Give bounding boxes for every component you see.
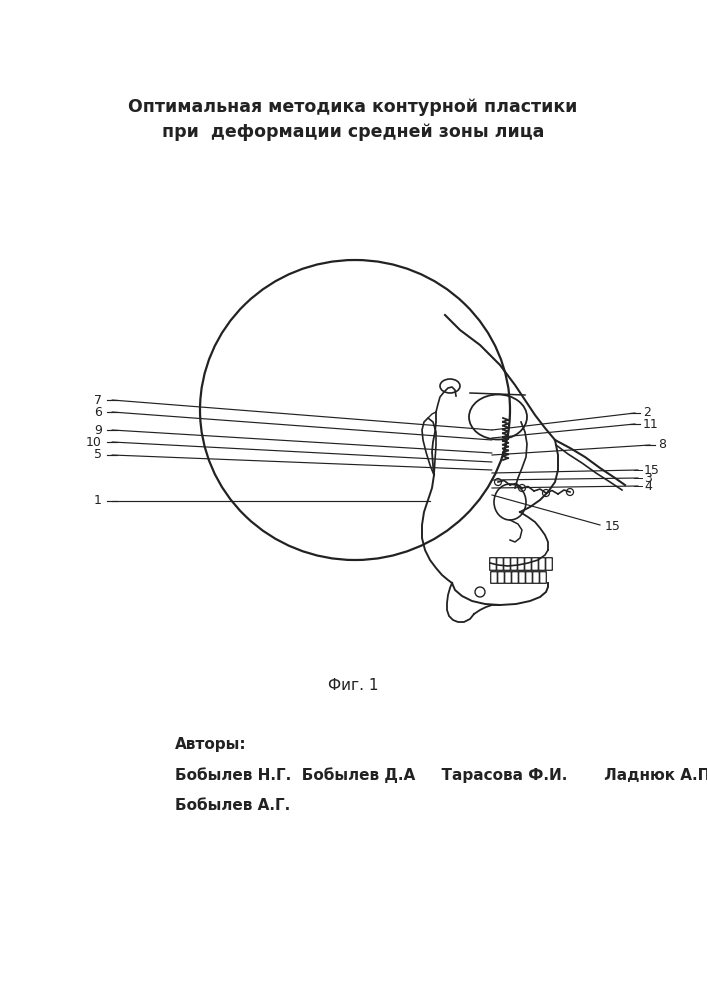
Text: 1: 1 [94, 494, 102, 508]
FancyBboxPatch shape [532, 572, 539, 583]
FancyBboxPatch shape [512, 572, 518, 583]
FancyBboxPatch shape [539, 572, 547, 583]
Text: 11: 11 [643, 418, 659, 430]
Text: 2: 2 [643, 406, 651, 420]
FancyBboxPatch shape [491, 572, 497, 583]
FancyBboxPatch shape [526, 572, 532, 583]
Text: Оптимальная методика контурной пластики: Оптимальная методика контурной пластики [128, 98, 578, 116]
Text: при  деформации средней зоны лица: при деформации средней зоны лица [162, 123, 544, 141]
Text: 15: 15 [605, 520, 621, 534]
Text: Авторы:: Авторы: [175, 738, 247, 752]
Text: 7: 7 [94, 393, 102, 406]
Text: 6: 6 [94, 406, 102, 418]
Text: 3: 3 [644, 472, 652, 485]
Text: 15: 15 [644, 464, 660, 477]
FancyBboxPatch shape [497, 558, 503, 570]
Text: 8: 8 [658, 438, 666, 452]
Text: 4: 4 [644, 480, 652, 492]
Text: Фиг. 1: Фиг. 1 [328, 678, 378, 692]
FancyBboxPatch shape [519, 572, 525, 583]
FancyBboxPatch shape [503, 558, 510, 570]
FancyBboxPatch shape [518, 558, 525, 570]
FancyBboxPatch shape [546, 558, 552, 570]
Text: 9: 9 [94, 424, 102, 436]
Text: Бобылев Н.Г.  Бобылев Д.А     Тарасова Ф.И.       Ладнюк А.П.: Бобылев Н.Г. Бобылев Д.А Тарасова Ф.И. Л… [175, 767, 707, 783]
FancyBboxPatch shape [490, 558, 496, 570]
FancyBboxPatch shape [539, 558, 545, 570]
FancyBboxPatch shape [532, 558, 538, 570]
FancyBboxPatch shape [525, 558, 531, 570]
FancyBboxPatch shape [510, 558, 518, 570]
Text: 5: 5 [94, 448, 102, 462]
Text: 10: 10 [86, 436, 102, 448]
FancyBboxPatch shape [505, 572, 511, 583]
FancyBboxPatch shape [498, 572, 504, 583]
Text: Бобылев А.Г.: Бобылев А.Г. [175, 798, 291, 812]
